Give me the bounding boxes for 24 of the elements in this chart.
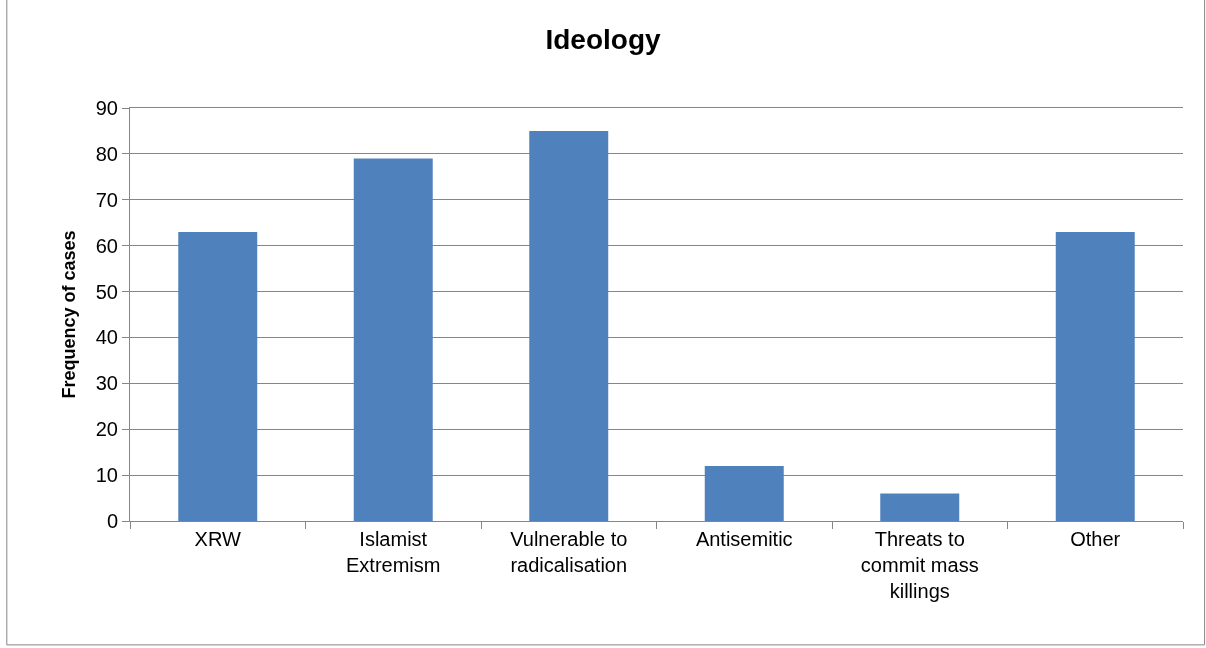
bar [880,493,960,521]
y-tick-label: 50 [95,280,118,303]
y-tick-label: 10 [95,464,118,487]
y-tick-label: 0 [106,510,118,532]
x-tick-label: Other [1070,528,1121,550]
y-tick-label: 20 [95,418,118,441]
x-tick-label: Antisemitic [695,528,793,550]
y-tick-label: 60 [95,234,118,257]
y-tick-label: 80 [95,142,118,165]
y-tick-label: 90 [95,97,118,119]
y-tick-label: 30 [95,372,118,395]
x-tick-label: Vulnerable to radicalisation [510,528,628,576]
chart-title: Ideology [545,23,661,55]
x-tick-label: Threats to commit mass killings [860,528,979,602]
bar [704,465,784,521]
bar [1055,231,1135,521]
x-tick-label: XRW [194,528,242,550]
y-tick-label: 40 [95,326,118,349]
bar [178,231,258,521]
bar [529,130,609,521]
y-axis-title: Frequency of cases [58,230,79,399]
x-tick-label: Islamist Extremism [346,528,441,576]
y-tick-label: 70 [95,188,118,211]
bar [353,158,433,521]
